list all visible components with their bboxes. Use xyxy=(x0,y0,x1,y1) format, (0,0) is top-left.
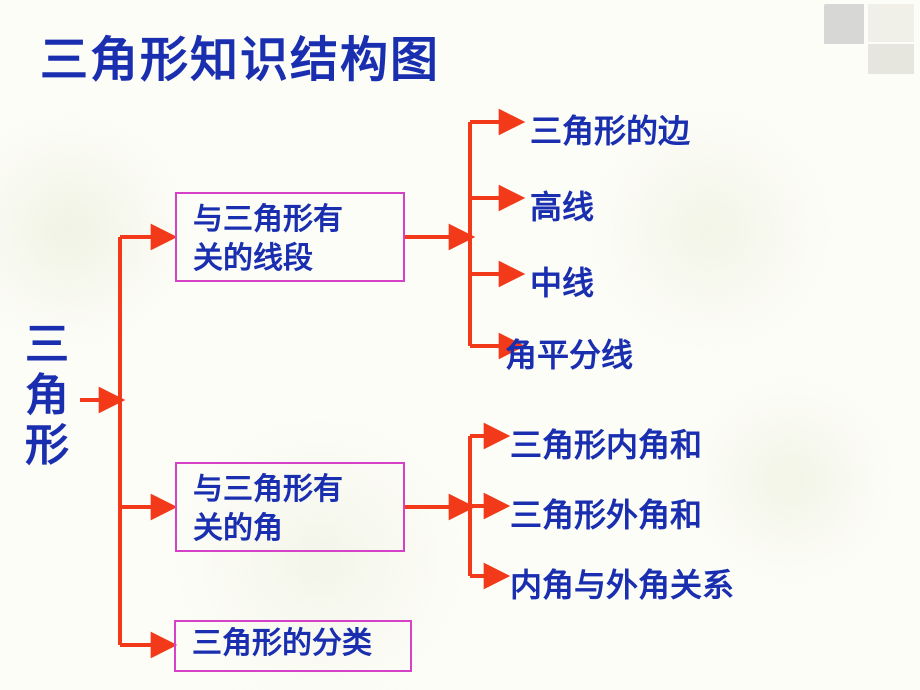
leaf-node: 高线 xyxy=(530,182,594,228)
background-wash xyxy=(680,380,900,580)
root-node: 三角形 xyxy=(25,320,69,472)
leaf-node: 内角与外角关系 xyxy=(510,560,734,606)
leaf-node: 三角形外角和 xyxy=(510,490,702,536)
leaf-node: 中线 xyxy=(530,258,594,304)
background-wash xyxy=(0,120,200,340)
connector-layer xyxy=(0,0,920,690)
level2-box: 与三角形有关的线段 xyxy=(175,192,405,282)
leaf-node: 三角形内角和 xyxy=(510,420,702,466)
corner-decoration xyxy=(824,4,916,76)
leaf-node: 角平分线 xyxy=(505,330,633,376)
level2-box: 与三角形有关的角 xyxy=(175,462,405,552)
slide-title: 三角形知识结构图 xyxy=(40,20,440,90)
level2-box: 三角形的分类 xyxy=(174,620,412,672)
leaf-node: 三角形的边 xyxy=(530,106,690,152)
